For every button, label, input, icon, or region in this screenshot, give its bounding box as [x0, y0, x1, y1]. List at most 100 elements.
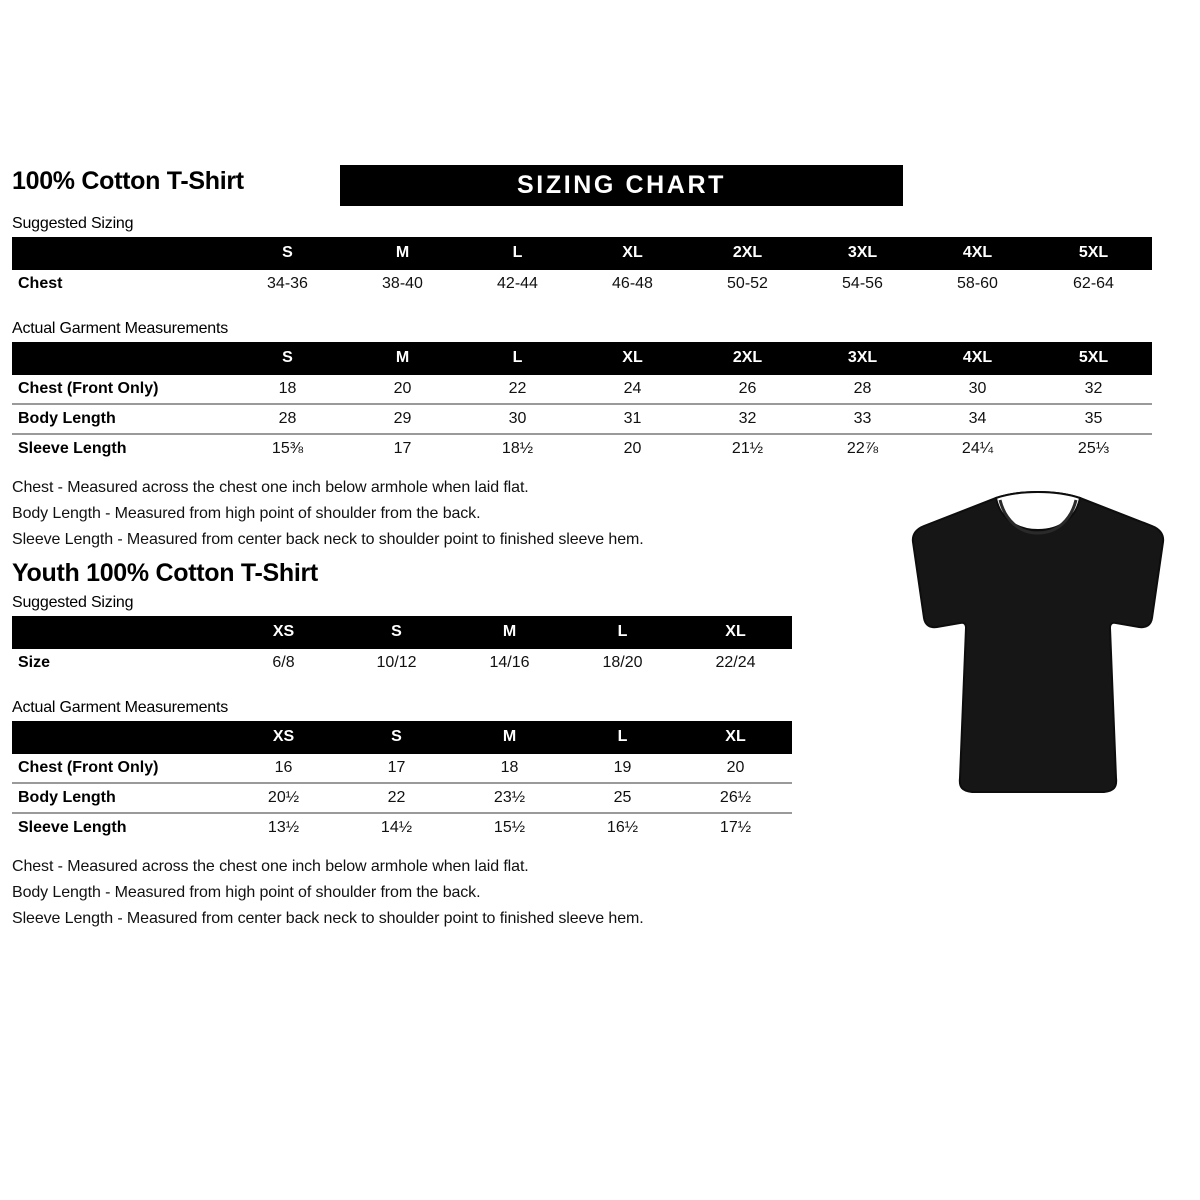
youth-actual-label: Actual Garment Measurements [12, 698, 229, 716]
table-header-row: XS S M L XL [12, 615, 792, 649]
note-sleeve-length: Sleeve Length - Measured from center bac… [12, 530, 644, 548]
cell-value: 32 [690, 403, 805, 434]
cell-value: 18 [500, 758, 519, 776]
cell-value: 31 [575, 403, 690, 434]
col-head-l: L [617, 727, 628, 745]
page-title: 100% Cotton T-Shirt [12, 167, 244, 195]
row-label: Body Length [12, 403, 230, 434]
cell-value: 10/12 [376, 653, 417, 671]
cell-value: 23½ [453, 781, 566, 813]
cell-value: 29 [345, 403, 460, 434]
cell-value: 28 [230, 403, 345, 434]
table-header-row: S M L XL 2XL 3XL 4XL 5XL [12, 342, 1152, 375]
banner-label: SIZING CHART [517, 171, 726, 199]
note-body-length: Body Length - Measured from high point o… [12, 504, 481, 522]
note-chest: Chest - Measured across the chest one in… [12, 857, 529, 875]
cell-value: 22⅞ [805, 433, 920, 463]
col-head-xl: XL [725, 727, 746, 745]
cell-value: 22/24 [715, 653, 756, 671]
cell-value: 16 [274, 758, 293, 776]
col-head-l: L [617, 622, 628, 640]
col-head-xl: XL [622, 349, 643, 366]
note-sleeve-length: Sleeve Length - Measured from center bac… [12, 909, 644, 927]
cell-value: 20 [726, 758, 745, 776]
col-head-s: S [391, 727, 402, 745]
col-head-s: S [282, 349, 293, 366]
cell-value: 21½ [690, 433, 805, 463]
cell-value: 28 [853, 380, 872, 397]
col-head-blank [12, 237, 230, 270]
cell-value: 6/8 [272, 653, 295, 671]
cell-value: 32 [1084, 380, 1103, 397]
table-row: Chest (Front Only) 18 20 22 24 26 28 30 … [12, 375, 1152, 404]
row-label: Size [18, 653, 51, 671]
cell-value: 34-36 [267, 275, 308, 292]
product-image [888, 478, 1188, 808]
cell-value: 35 [1035, 403, 1152, 434]
cell-value: 30 [460, 403, 575, 434]
col-head-m: M [395, 349, 410, 366]
table-row: Body Length 28 29 30 31 32 33 34 35 [12, 403, 1152, 434]
adult-title-row: 100% Cotton T-Shirt SIZING CHART [12, 165, 1152, 209]
youth-measurements-table: XS S M L XL Chest (Front Only) 16 17 18 … [12, 720, 792, 842]
cell-value: 30 [968, 380, 987, 397]
table-row: Chest 34-36 38-40 42-44 46-48 50-52 54-5… [12, 270, 1152, 298]
cell-value: 18 [278, 380, 297, 397]
cell-value: 18/20 [602, 653, 643, 671]
row-label: Body Length [12, 781, 227, 813]
cell-value: 50-52 [727, 275, 768, 292]
adult-suggested-label: Suggested Sizing [12, 215, 134, 232]
table-row: Chest (Front Only) 16 17 18 19 20 [12, 754, 792, 783]
table-row: Body Length 20½ 22 23½ 25 26½ [12, 781, 792, 813]
cell-value: 16½ [566, 811, 679, 842]
adult-actual-label: Actual Garment Measurements [12, 320, 229, 337]
table-header-row: XS S M L XL [12, 720, 792, 754]
adult-notes: Chest - Measured across the chest one in… [12, 475, 1152, 553]
cell-value: 38-40 [382, 275, 423, 292]
cell-value: 18½ [460, 433, 575, 463]
cell-value: 20½ [227, 781, 340, 813]
cell-value: 24 [623, 380, 642, 397]
col-head-2xl: 2XL [732, 244, 763, 261]
content-column: 100% Cotton T-Shirt SIZING CHART Suggest… [12, 165, 1152, 931]
col-head-blank [12, 342, 230, 375]
cell-value: 62-64 [1073, 275, 1114, 292]
table-header-row: S M L XL 2XL 3XL 4XL 5XL [12, 237, 1152, 270]
cell-value: 26 [738, 380, 757, 397]
col-head-m: M [395, 244, 410, 261]
col-head-4xl: 4XL [962, 349, 993, 366]
row-label: Chest (Front Only) [18, 758, 159, 776]
cell-value: 33 [805, 403, 920, 434]
cell-value: 14/16 [489, 653, 530, 671]
cell-value: 54-56 [842, 275, 883, 292]
col-head-l: L [512, 244, 523, 261]
col-head-m: M [502, 727, 517, 745]
adult-measurements-table: S M L XL 2XL 3XL 4XL 5XL Chest (Front On… [12, 342, 1152, 463]
cell-value: 24¼ [920, 433, 1035, 463]
row-label: Sleeve Length [12, 433, 230, 463]
youth-suggested-table: XS S M L XL Size 6/8 10/12 14/16 18/20 2… [12, 615, 792, 677]
col-head-5xl: 5XL [1078, 349, 1109, 366]
cell-value: 19 [613, 758, 632, 776]
note-body-length: Body Length - Measured from high point o… [12, 883, 481, 901]
cell-value: 22 [340, 781, 453, 813]
cell-value: 17½ [679, 811, 792, 842]
cell-value: 25⅓ [1035, 433, 1152, 463]
cell-value: 17 [387, 758, 406, 776]
note-chest: Chest - Measured across the chest one in… [12, 479, 529, 496]
row-label: Chest (Front Only) [18, 380, 159, 397]
row-label: Chest [18, 275, 63, 292]
youth-suggested-label: Suggested Sizing [12, 593, 134, 611]
row-label: Sleeve Length [12, 811, 227, 842]
cell-value: 26½ [679, 781, 792, 813]
table-row: Sleeve Length 13½ 14½ 15½ 16½ 17½ [12, 811, 792, 842]
col-head-xl: XL [622, 244, 643, 261]
cell-value: 46-48 [612, 275, 653, 292]
col-head-5xl: 5XL [1078, 244, 1109, 261]
cell-value: 22 [508, 380, 527, 397]
col-head-4xl: 4XL [962, 244, 993, 261]
col-head-3xl: 3XL [847, 349, 878, 366]
col-head-l: L [512, 349, 523, 366]
cell-value: 20 [393, 380, 412, 397]
